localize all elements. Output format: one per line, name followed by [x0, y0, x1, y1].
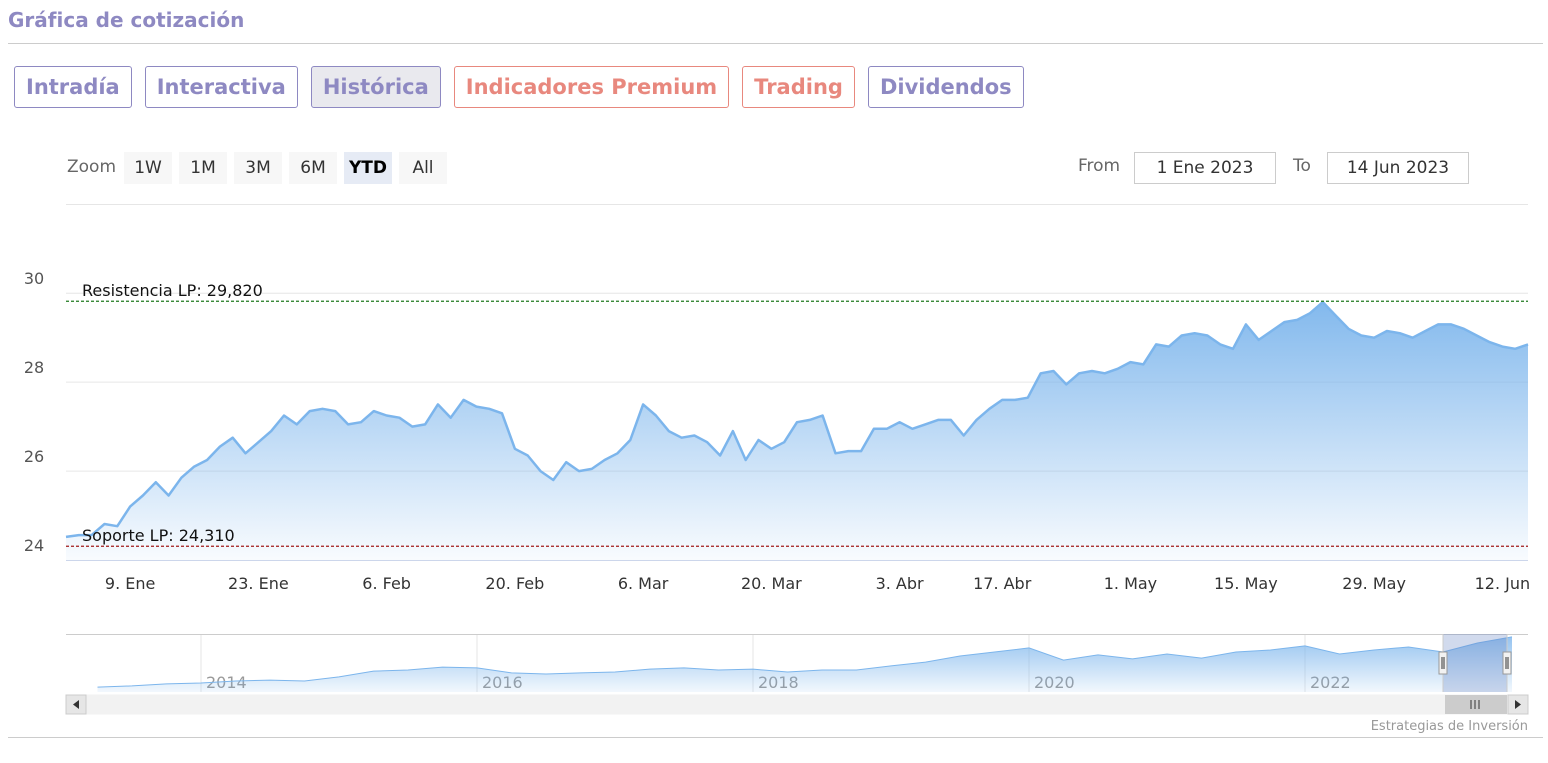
zoom-button[interactable]: 3M: [234, 152, 282, 184]
x-tick-label: 17. Abr: [973, 574, 1032, 593]
to-label: To: [1293, 156, 1311, 176]
zoom-button[interactable]: 1W: [124, 152, 172, 184]
y-tick-label: 28: [24, 358, 44, 377]
area: [66, 302, 1528, 560]
tab-bar: Intradía Interactiva Histórica Indicadores …: [14, 66, 1024, 108]
from-label: From: [1078, 156, 1121, 176]
navigator-mask: [1443, 634, 1507, 692]
arrow-right: [1515, 700, 1521, 709]
x-tick-label: 6. Feb: [362, 574, 411, 593]
navigator-area: [97, 636, 1512, 692]
navigator-handle[interactable]: [1502, 651, 1512, 675]
line: [65, 300, 1529, 539]
tab[interactable]: Histórica: [310, 66, 441, 108]
credit: Estrategias de Inversión: [1371, 719, 1528, 734]
x-tick-label: 3. Abr: [876, 574, 924, 593]
x-tick-label: 20. Mar: [741, 574, 802, 593]
zoom-buttons: 1W 1M 3M 6M YTD All: [124, 152, 447, 184]
zoom-button[interactable]: 1M: [179, 152, 227, 184]
zoom-button[interactable]: YTD: [344, 152, 392, 184]
plot-line-label: Resistencia LP: 29,820: [82, 281, 263, 300]
x-tick-label: 6. Mar: [618, 574, 669, 593]
x-tick-label: 20. Feb: [485, 574, 544, 593]
x-tick-label: 23. Ene: [228, 574, 289, 593]
from-input[interactable]: 1 Ene 2023: [1134, 152, 1276, 184]
x-tick-label: 29. May: [1342, 574, 1406, 593]
y-tick-label: 24: [24, 536, 44, 555]
tab[interactable]: Dividendos: [867, 66, 1024, 108]
plot-line-label: Soporte LP: 24,310: [82, 526, 235, 545]
x-tick-label: 15. May: [1214, 574, 1278, 593]
y-tick-label: 30: [24, 269, 44, 288]
y-tick-label: 26: [24, 447, 44, 466]
tab[interactable]: Indicadores Premium: [453, 66, 730, 108]
navigator-line: [97, 636, 1513, 688]
arrow-left: [73, 700, 79, 709]
x-tick-label: 1. May: [1104, 574, 1157, 593]
zoom-button[interactable]: 6M: [289, 152, 337, 184]
scrollbar-track: [65, 694, 1529, 715]
tab[interactable]: Interactiva: [144, 66, 298, 108]
navigator-handle[interactable]: [1438, 651, 1448, 675]
tab[interactable]: Intradía: [14, 66, 132, 108]
tab[interactable]: Trading: [742, 66, 855, 108]
zoom-button[interactable]: All: [399, 152, 447, 184]
zoom-label: Zoom: [67, 157, 117, 177]
scrollbar-thumb[interactable]: [1445, 695, 1507, 714]
page-title: Gráfica de cotización: [8, 8, 245, 32]
x-tick-label: 12. Jun: [1475, 574, 1531, 593]
to-input[interactable]: 14 Jun 2023: [1327, 152, 1469, 184]
x-tick-label: 9. Ene: [105, 574, 155, 593]
